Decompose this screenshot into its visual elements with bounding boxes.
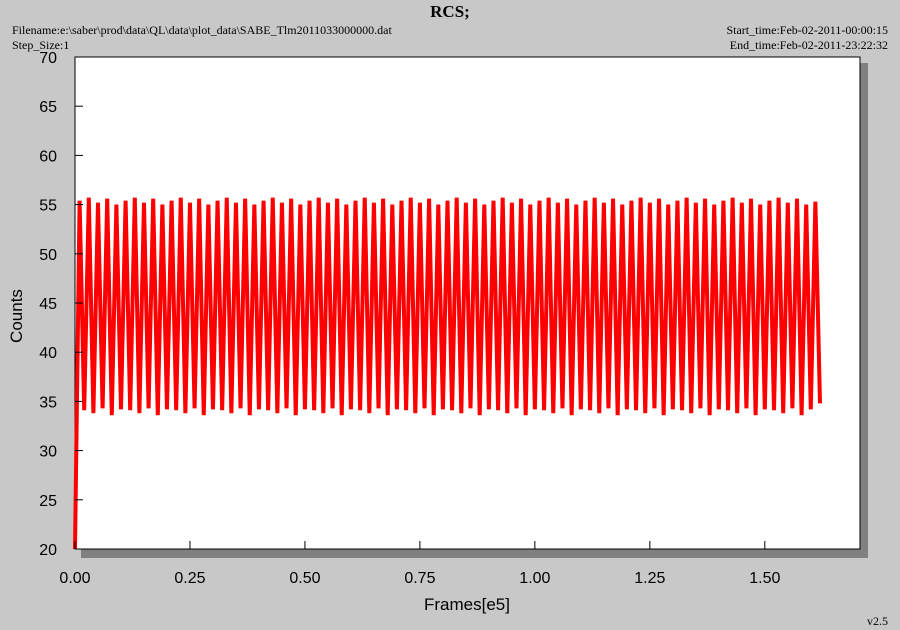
- x-axis-label: Frames[e5]: [424, 595, 510, 614]
- x-tick-label: 0.25: [174, 570, 205, 587]
- data-line: [73, 197, 822, 550]
- chart-title: RCS;: [430, 2, 470, 21]
- y-tick-label: 60: [39, 148, 57, 165]
- y-tick-label: 55: [39, 198, 57, 215]
- end-time: End_time:Feb-02-2011-23:22:32: [730, 38, 888, 52]
- y-tick-label: 35: [39, 394, 57, 411]
- x-tick-label: 0.50: [289, 570, 320, 587]
- y-tick-label: 40: [39, 345, 57, 362]
- x-tick-label: 0.00: [59, 570, 90, 587]
- filename: Filename:e:\saber\prod\data\QL\data\plot…: [12, 23, 392, 37]
- y-axis-label: Counts: [7, 289, 26, 343]
- version: v2.5: [867, 614, 888, 628]
- y-tick-label: 45: [39, 296, 57, 313]
- x-tick-label: 1.25: [634, 570, 665, 587]
- y-tick-label: 65: [39, 99, 57, 116]
- y-tick-label: 20: [39, 542, 57, 559]
- start-time: Start_time:Feb-02-2011-00:00:15: [726, 23, 888, 37]
- y-tick-label: 30: [39, 444, 57, 461]
- y-tick-label: 70: [39, 50, 57, 67]
- y-tick-label: 25: [39, 493, 57, 510]
- x-tick-label: 1.50: [749, 570, 780, 587]
- x-tick-label: 0.75: [404, 570, 435, 587]
- y-tick-label: 50: [39, 247, 57, 264]
- step-size: Step_Size:1: [12, 38, 69, 52]
- x-tick-label: 1.00: [519, 570, 550, 587]
